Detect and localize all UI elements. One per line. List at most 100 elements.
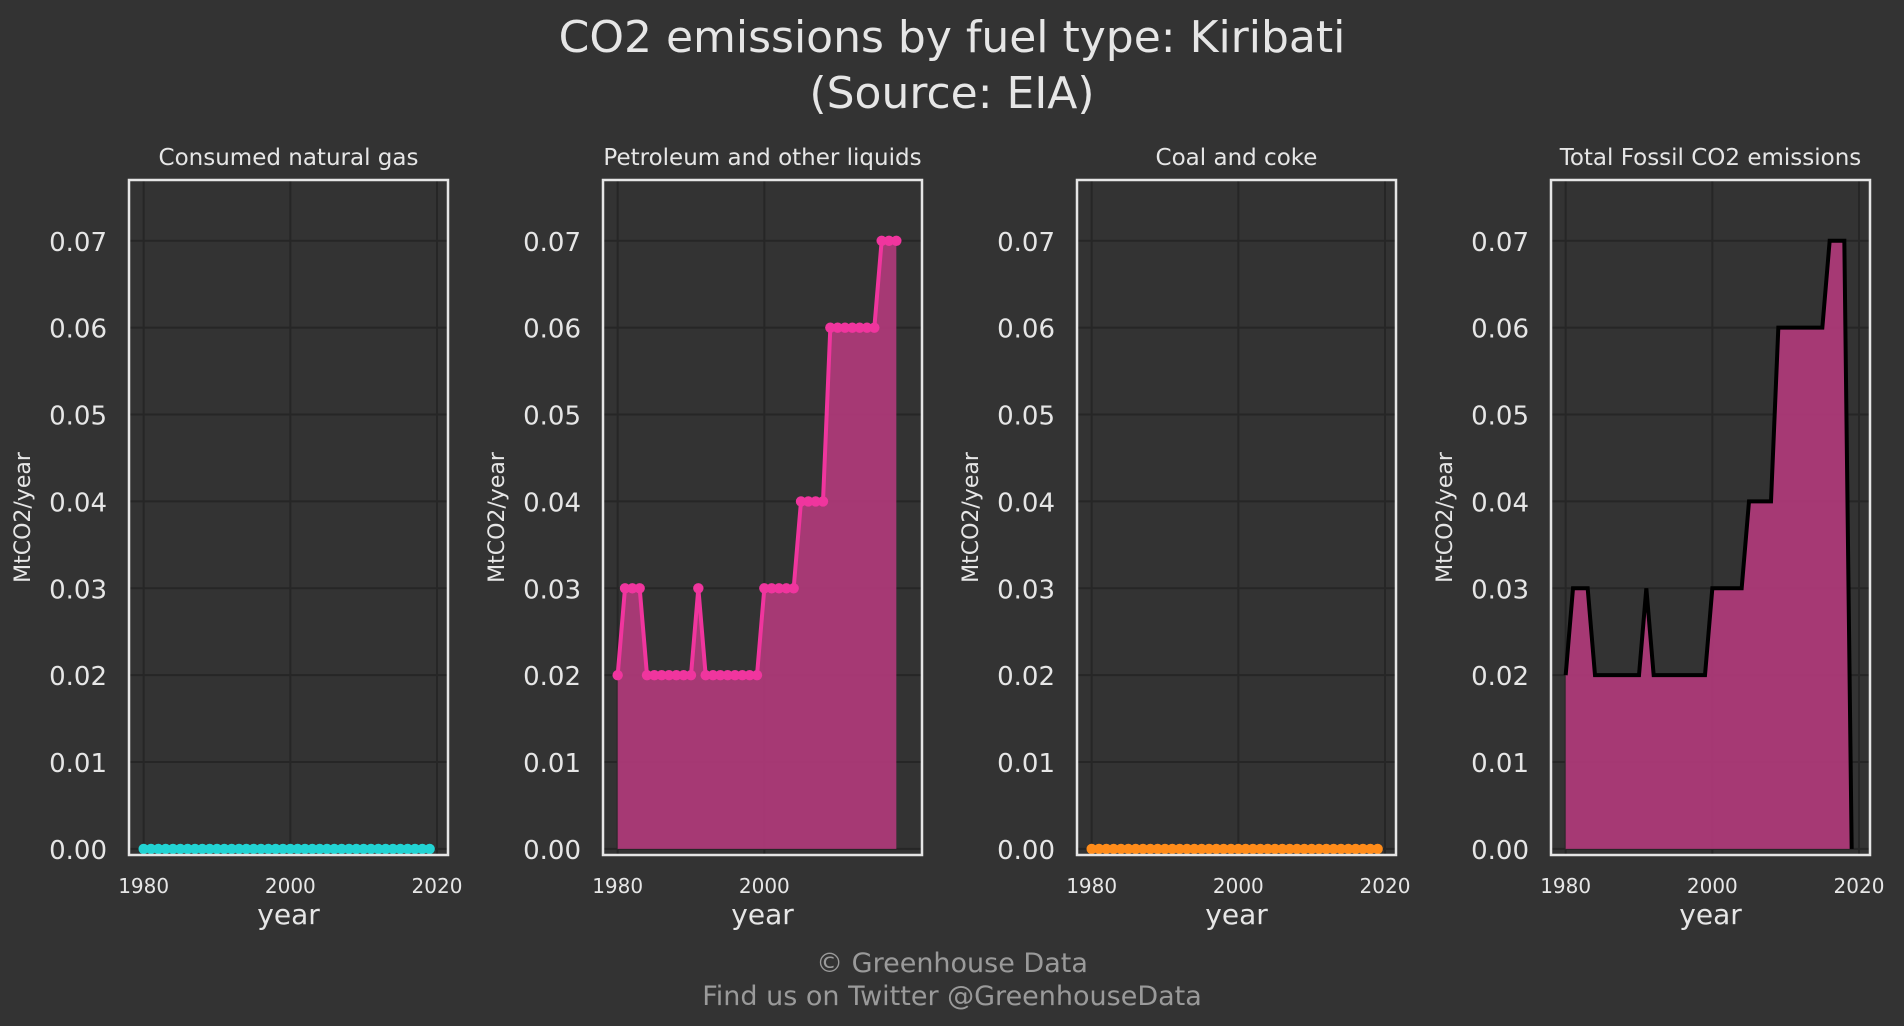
data-point bbox=[634, 583, 645, 594]
data-point bbox=[1101, 843, 1112, 855]
plot-frame bbox=[1075, 178, 1398, 857]
series-line-total-fossil bbox=[1563, 238, 1854, 849]
data-point bbox=[343, 843, 355, 855]
data-point bbox=[773, 583, 785, 594]
data-point bbox=[1159, 843, 1171, 855]
plot-frame bbox=[601, 178, 924, 857]
data-point bbox=[685, 669, 697, 681]
data-point bbox=[883, 235, 895, 247]
data-point bbox=[351, 843, 362, 855]
y-tick-label: 0.04 bbox=[997, 488, 1055, 518]
data-point bbox=[788, 583, 799, 594]
y-tick-label: 0.01 bbox=[523, 749, 581, 779]
y-tick-label: 0.03 bbox=[523, 575, 581, 605]
y-tick-label: 0.00 bbox=[1471, 836, 1529, 866]
data-point bbox=[1343, 843, 1354, 855]
y-axis-label: MtCO2/year bbox=[1433, 451, 1458, 583]
x-axis-label: year bbox=[1205, 898, 1268, 931]
x-tick-label: 1980 bbox=[1066, 874, 1117, 898]
data-point bbox=[299, 843, 311, 855]
footer-twitter: Find us on Twitter @GreenhouseData bbox=[702, 981, 1202, 1012]
data-point bbox=[847, 322, 858, 333]
data-point bbox=[219, 843, 230, 855]
data-point bbox=[693, 583, 704, 594]
panel-title: Petroleum and other liquids bbox=[603, 145, 921, 171]
data-point bbox=[795, 496, 807, 507]
y-tick-label: 0.01 bbox=[49, 749, 107, 779]
x-tick-label: 1980 bbox=[118, 874, 169, 898]
y-tick-label: 0.04 bbox=[1471, 488, 1529, 518]
data-point bbox=[612, 669, 623, 681]
data-point bbox=[1262, 843, 1273, 855]
x-tick-label: 2020 bbox=[1360, 874, 1411, 898]
data-point bbox=[1086, 843, 1097, 855]
data-point bbox=[321, 843, 333, 855]
y-tick-label: 0.00 bbox=[523, 836, 581, 866]
y-tick-label: 0.00 bbox=[997, 836, 1055, 866]
panel-title: Total Fossil CO2 emissions bbox=[1559, 145, 1862, 171]
panel-petroleum: 0.00 0.01 0.02 0.03 0.04 0.05 0.06 0.07 1980 2000… bbox=[485, 145, 924, 931]
data-point bbox=[1225, 843, 1237, 855]
data-point bbox=[248, 843, 259, 855]
data-point bbox=[1350, 843, 1361, 855]
y-tick-label: 0.02 bbox=[1471, 662, 1529, 692]
data-point bbox=[167, 843, 179, 855]
data-point bbox=[1240, 843, 1251, 855]
data-point bbox=[226, 843, 237, 855]
x-tick-label: 1980 bbox=[1540, 874, 1591, 898]
y-tick-label: 0.00 bbox=[49, 836, 107, 866]
data-point bbox=[1306, 843, 1317, 855]
x-tick-label: 2000 bbox=[739, 874, 790, 898]
y-axis-label: MtCO2/year bbox=[485, 451, 510, 583]
data-point bbox=[409, 843, 421, 855]
y-tick-label: 0.06 bbox=[523, 315, 581, 345]
y-tick-label: 0.05 bbox=[997, 402, 1055, 432]
y-tick-label: 0.06 bbox=[49, 315, 107, 345]
data-point bbox=[876, 235, 887, 247]
data-point bbox=[1291, 843, 1303, 855]
data-point bbox=[1203, 843, 1215, 855]
data-point bbox=[1137, 843, 1149, 855]
data-point bbox=[1145, 843, 1156, 855]
data-point bbox=[1365, 843, 1376, 855]
data-point bbox=[751, 669, 763, 681]
data-point bbox=[891, 235, 902, 247]
x-axis-label: year bbox=[1679, 898, 1742, 931]
data-point bbox=[715, 669, 726, 681]
data-point bbox=[1115, 843, 1127, 855]
data-point bbox=[1277, 843, 1288, 855]
y-tick-label: 0.02 bbox=[49, 662, 107, 692]
data-point bbox=[744, 669, 755, 681]
data-point bbox=[175, 843, 186, 855]
data-point bbox=[1284, 843, 1295, 855]
data-point bbox=[336, 843, 347, 855]
data-point bbox=[365, 843, 377, 855]
data-point bbox=[627, 583, 638, 594]
data-point bbox=[160, 843, 171, 855]
x-tick-label: 2000 bbox=[265, 874, 316, 898]
data-point bbox=[1299, 843, 1310, 855]
data-point bbox=[1218, 843, 1229, 855]
data-point bbox=[707, 669, 719, 681]
data-point bbox=[759, 583, 770, 594]
data-point bbox=[1181, 843, 1193, 855]
y-tick-label: 0.03 bbox=[49, 575, 107, 605]
data-point bbox=[781, 583, 792, 594]
data-point bbox=[424, 843, 435, 855]
data-point bbox=[1123, 843, 1134, 855]
y-tick-label: 0.02 bbox=[997, 662, 1055, 692]
x-tick-label: 2020 bbox=[412, 874, 463, 898]
y-tick-label: 0.01 bbox=[1471, 749, 1529, 779]
data-point bbox=[263, 843, 274, 855]
data-point bbox=[255, 843, 267, 855]
data-point bbox=[417, 843, 428, 855]
data-point bbox=[1372, 843, 1383, 855]
data-point bbox=[241, 843, 252, 855]
data-point bbox=[153, 843, 164, 855]
y-tick-label: 0.07 bbox=[49, 228, 107, 258]
data-point bbox=[1335, 843, 1347, 855]
y-tick-label: 0.05 bbox=[523, 402, 581, 432]
x-tick-label: 1980 bbox=[592, 874, 643, 898]
footer-copyright: © Greenhouse Data bbox=[816, 948, 1088, 979]
panel-coal: 0.00 0.01 0.02 0.03 0.04 0.05 0.06 0.07 1980 2000… bbox=[959, 145, 1410, 931]
